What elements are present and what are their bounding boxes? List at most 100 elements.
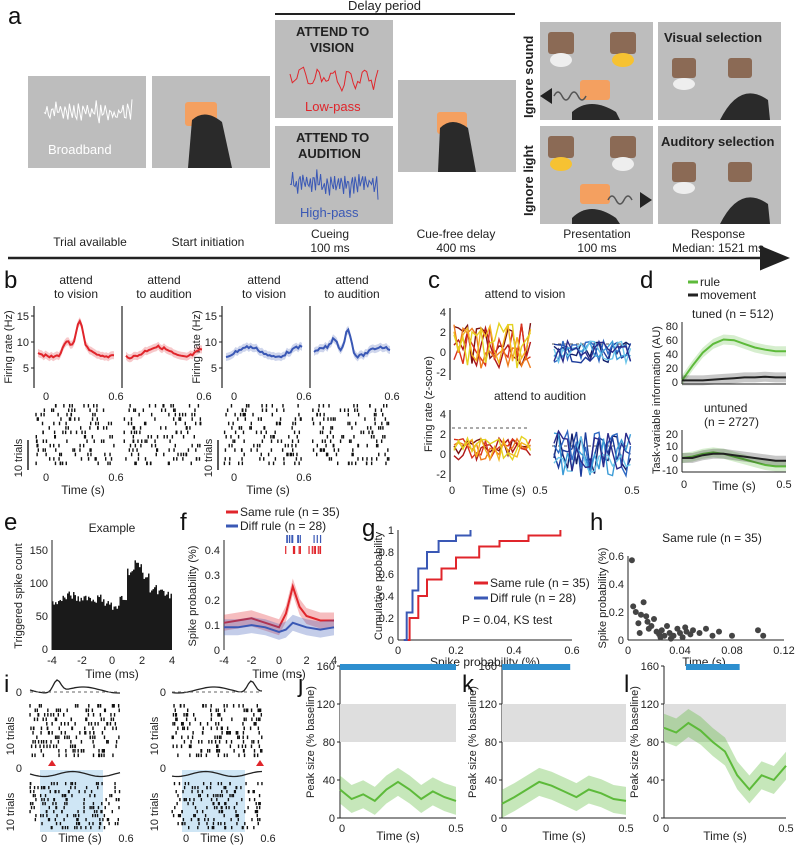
x-tick-label: 0.04 [669,645,690,657]
histogram-bar [140,564,142,650]
mouse-icon [437,112,476,172]
x-tick-label: -2 [77,655,87,667]
panel-h: Same rule (n = 35)Spike probability (%) 0… [597,531,795,669]
histogram-bar [155,585,157,650]
x-tick-label: 0.5 [776,479,791,491]
y-tick-label: 120 [479,699,497,711]
x-axis-label: Time (s) [376,829,420,843]
y-tick-label: 0.4 [609,579,624,591]
y-axis-label: Firing rate (Hz) [191,310,203,383]
x-tick-label: 0 [41,833,47,845]
subplot-title: attend to audition [494,389,586,403]
mean-trace [29,770,121,778]
attend-audition-box [275,126,393,224]
scatter-point [628,557,635,564]
y-tick-label: 160 [317,661,335,673]
zscore-trace [453,322,532,368]
scatter-point [679,634,686,641]
scatter-point [755,627,761,634]
zscore-trace [553,432,632,477]
histogram-bar [146,577,148,650]
broadband-trace [43,99,133,124]
attend-vision-box [275,20,393,118]
legend-label: Diff rule (n = 28) [240,519,326,533]
x-tick-label: -4 [219,655,229,667]
histogram-bar [160,589,162,650]
histogram-bar [65,599,67,650]
histogram-bar [143,578,145,650]
y-axis-label: Triggered spike count [13,543,25,648]
series-line [681,338,786,381]
y-tick-label: 0 [214,645,220,657]
condition-title: attend [335,273,368,287]
x-tick-label: 0.5 [618,823,633,835]
histogram-bar [59,599,61,650]
y-axis-label: Peak size (% baseline) [629,686,641,798]
y-tick-label: 100 [30,578,48,590]
histogram-bar [134,560,136,650]
low-pass-label: Low-pass [305,99,361,114]
x-tick-label: 0.6 [260,833,275,845]
x-tick-label: 0.6 [108,391,123,403]
stage-sublabel: 100 ms [310,241,349,255]
histogram-bar [151,590,153,650]
zscore-trace [453,321,532,369]
histogram-bar [115,606,117,650]
x-tick-label: -4 [47,655,57,667]
stage-label: Presentation [563,227,630,241]
condition-title: to vision [54,287,98,301]
y-tick-label: 15 [17,311,29,323]
rate-error-band [38,317,114,362]
histogram-bar [82,600,84,650]
x-axis-label: Time (s) [703,829,747,843]
stage-label: Trial available [53,235,127,249]
stimulus-bar [340,664,456,670]
panel-c: attend to vision attend to audition Firing… [423,287,640,497]
scatter-point [638,611,644,618]
x-tick-label: 0 [395,645,401,657]
scatter-point [651,616,657,622]
series-error-band [340,767,456,815]
histogram-bar [131,571,133,650]
y-tick-label: 0.4 [379,591,394,603]
attend-audition-line1: ATTEND TO [296,130,369,145]
y-axis-label: Spike probability (%) [597,548,609,649]
low-pass-waveform [289,66,379,93]
y-tick-label: 150 [30,545,48,557]
y-tick-label: 0 [672,377,678,389]
stage-label: Start initiation [172,235,245,249]
y-tick-label: 40 [323,775,335,787]
y-tick-label: 0 [440,449,446,461]
panel-f: Same rule (n = 35)Diff rule (n = 28) Spik… [187,505,340,681]
scatter-point [690,627,696,634]
histogram-bar [163,590,165,650]
histogram-bar [149,592,151,650]
x-tick-label: 0.6 [108,472,123,484]
y-tick-label: 120 [641,699,659,711]
y-axis-label: Spike probability (%) [187,546,199,647]
panel-label-d: d [640,267,653,294]
y-tick-label: 0 [329,813,335,825]
histogram-bar [76,600,78,650]
y-tick-label: 20 [666,363,678,375]
y-tick-label: 50 [36,611,48,623]
stage-sublabel: 100 ms [577,241,616,255]
y-tick-label: 0 [388,635,394,647]
y-tick-label: 0 [160,687,166,699]
rate-error-band [126,341,202,363]
speaker-icon [540,88,652,208]
y-tick-label: 40 [485,775,497,787]
x-tick-label: 0 [449,485,455,497]
subplot-title: tuned (n = 512) [692,307,774,321]
histogram-bar [169,598,171,650]
attend-audition-line2: AUDITION [298,146,361,161]
scatter-point [658,627,665,634]
x-tick-label: 0.6 [118,833,133,845]
condition-title: to audition [136,287,191,301]
histogram-bar [80,597,82,650]
histogram-bar [103,599,105,650]
panel-label-k: k [462,671,475,698]
condition-title: to vision [242,287,286,301]
